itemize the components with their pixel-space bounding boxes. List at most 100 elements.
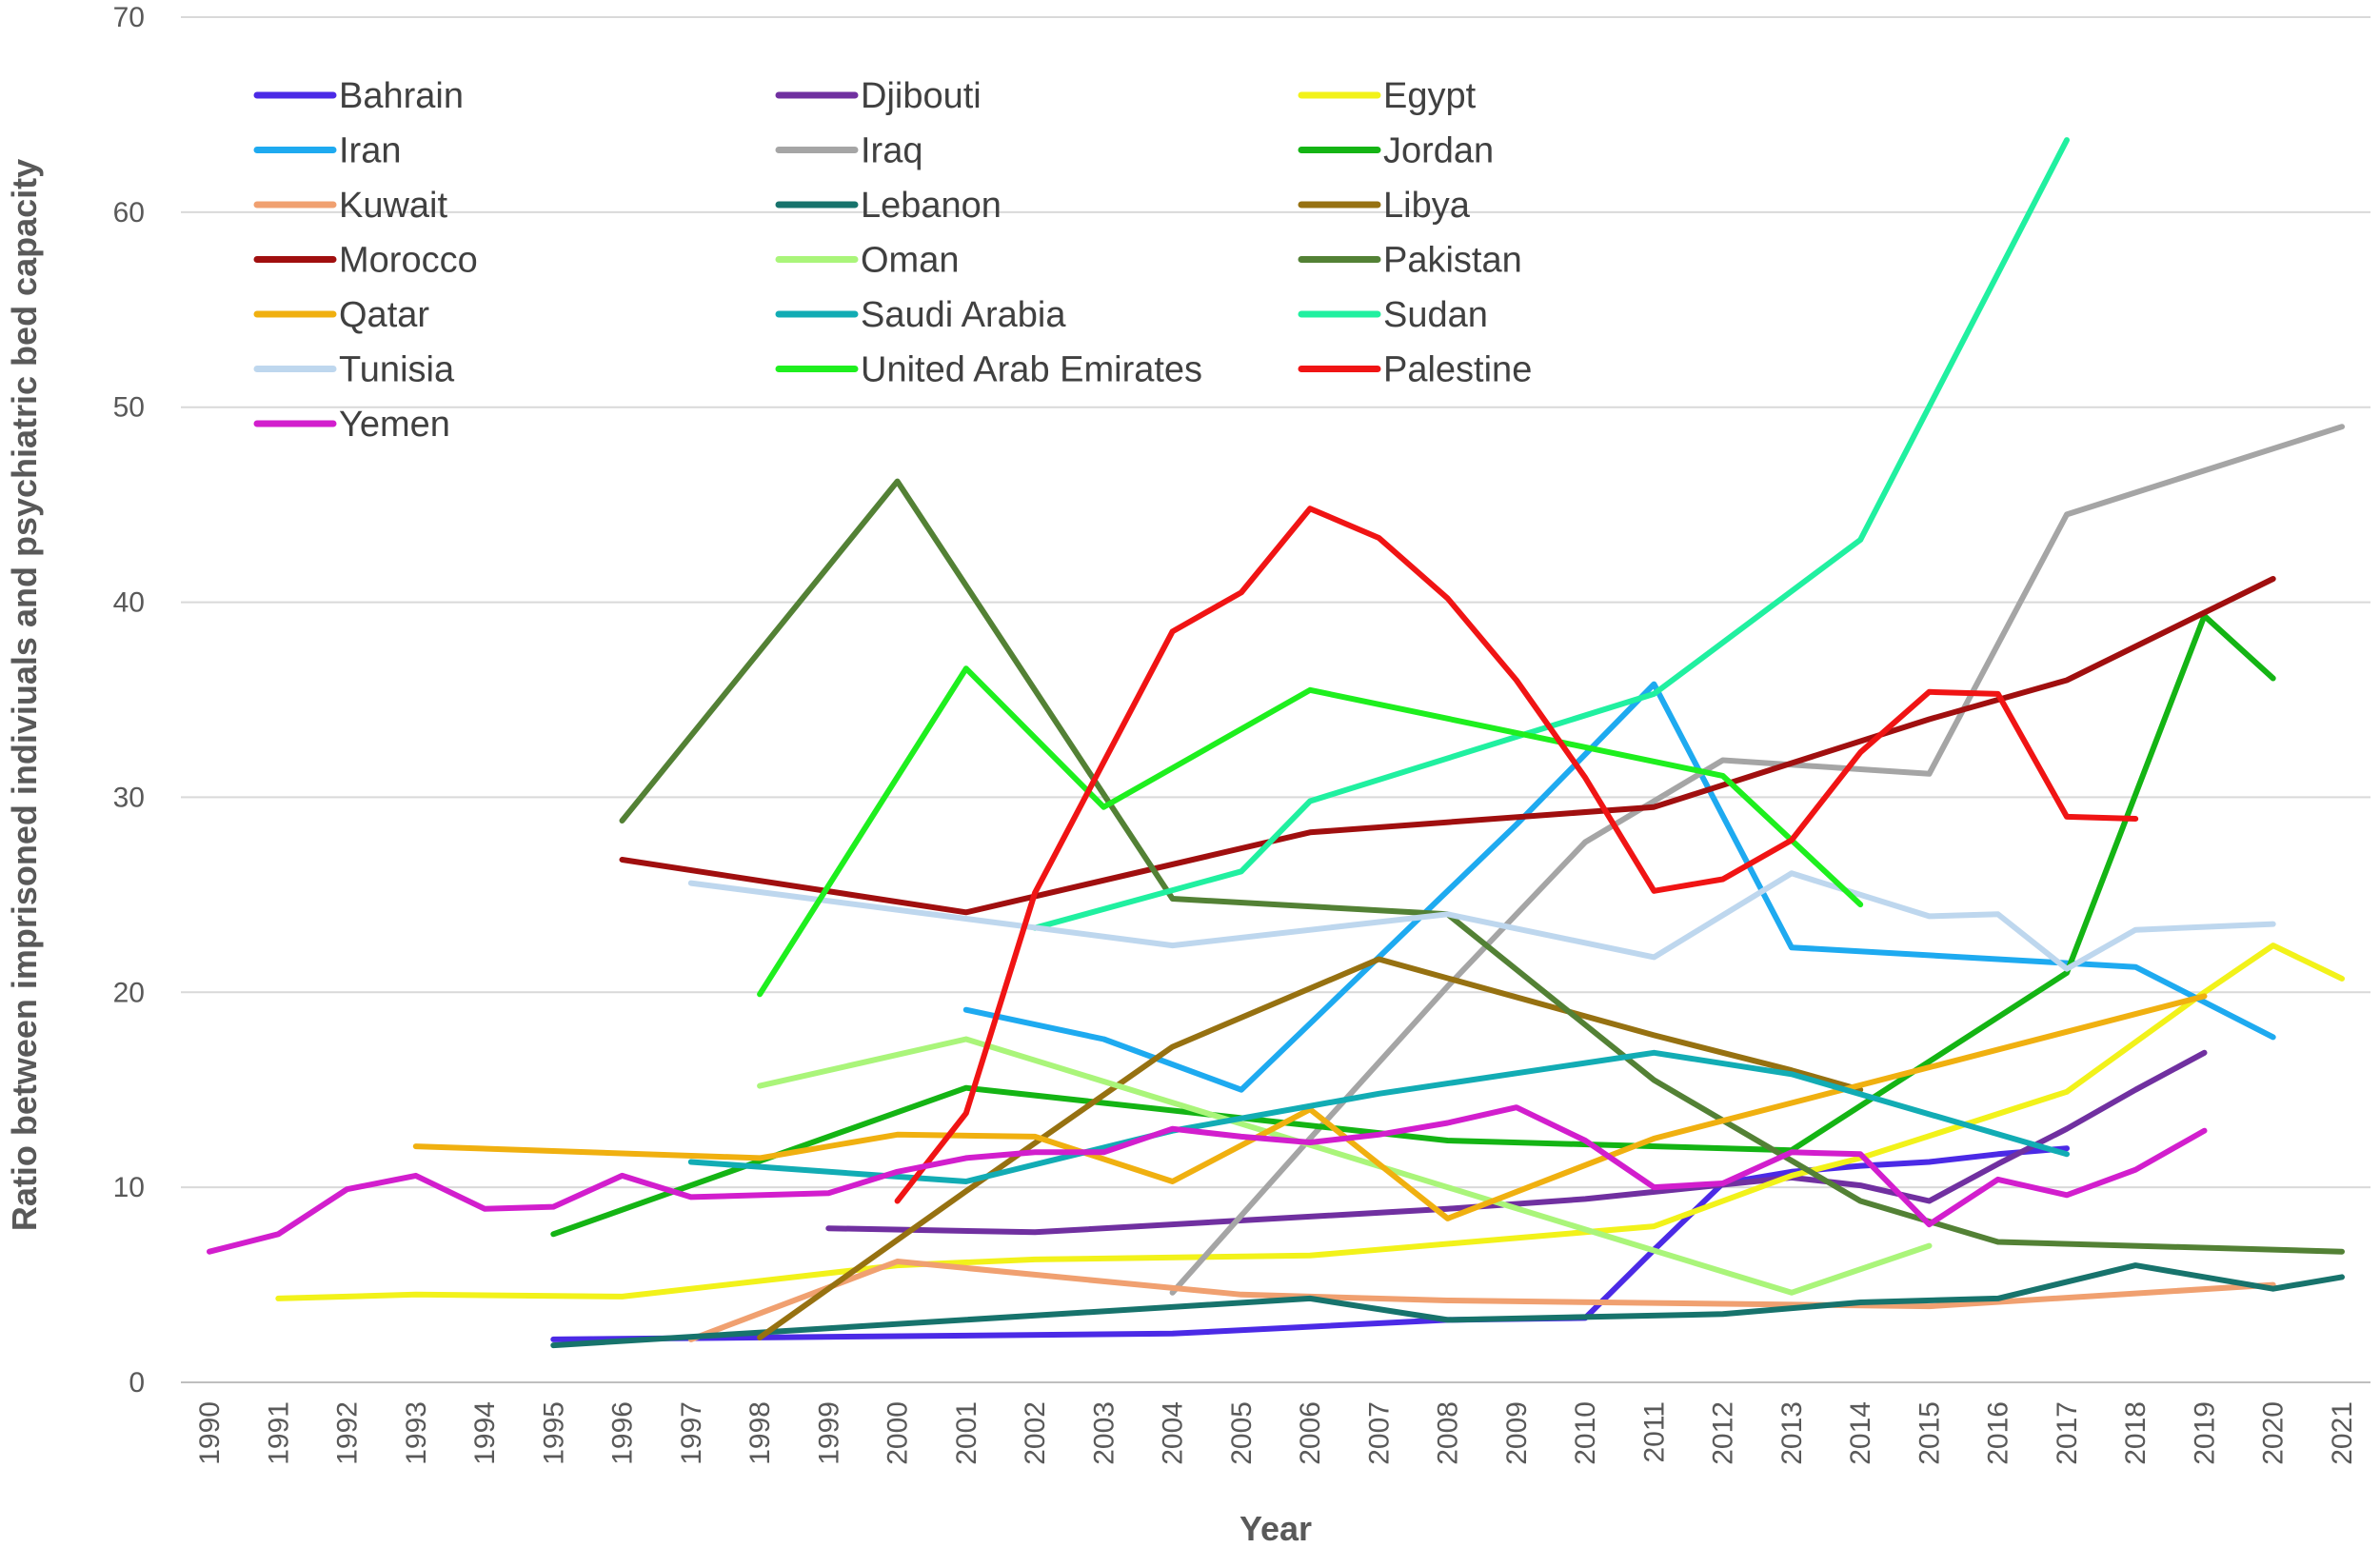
x-tick-label: 2011 xyxy=(1638,1401,1670,1463)
series-line-sudan xyxy=(1032,137,2070,931)
legend-label: United Arab Emirates xyxy=(861,350,1202,390)
legend-label: Tunisia xyxy=(339,350,455,390)
x-tick-label: 2016 xyxy=(1983,1401,2014,1465)
y-tick-label: 10 xyxy=(113,1172,145,1203)
legend-label: Palestine xyxy=(1383,350,1532,390)
legend-label: Sudan xyxy=(1383,295,1488,335)
x-tick-label: 2009 xyxy=(1501,1401,1533,1465)
legend-item-djibouti: Djibouti xyxy=(775,76,982,116)
legend-label: Jordan xyxy=(1383,131,1494,171)
x-tick-label: 2007 xyxy=(1363,1401,1395,1465)
x-tick-label: 2008 xyxy=(1433,1401,1464,1465)
x-tick-label: 2005 xyxy=(1226,1401,1258,1465)
series-line-morocco xyxy=(619,576,2276,916)
x-tick-label: 2013 xyxy=(1776,1401,1808,1465)
series-line-palestine xyxy=(894,506,2139,1204)
x-tick-label: 2021 xyxy=(2327,1401,2358,1465)
legend-item-tunisia: Tunisia xyxy=(253,350,455,390)
legend: Bahrain Djibouti Egypt Iran Iraq Jordan Kuwait… xyxy=(253,76,1532,445)
x-tick-label: 2015 xyxy=(1914,1401,1945,1465)
x-axis-ticks: 1990 1991 1992 1993 1994 1995 1996 1997 1998 1999… xyxy=(194,1401,2358,1465)
legend-label: Pakistan xyxy=(1383,241,1522,281)
x-tick-label: 1992 xyxy=(332,1401,364,1465)
y-axis-ticks: 0 10 20 30 40 50 60 70 xyxy=(113,2,145,1399)
legend-label: Djibouti xyxy=(861,76,982,116)
x-tick-label: 2003 xyxy=(1088,1401,1120,1465)
series-line-saudi-arabia xyxy=(687,1049,2070,1184)
legend-label: Libya xyxy=(1383,186,1471,226)
legend-label: Egypt xyxy=(1383,76,1477,116)
legend-item-palestine: Palestine xyxy=(1298,350,1532,390)
series-line-lebanon xyxy=(550,1262,2345,1349)
x-tick-label: 1991 xyxy=(263,1401,294,1465)
legend-item-libya: Libya xyxy=(1298,186,1471,226)
legend-label: Oman xyxy=(861,241,959,281)
series-line-iran xyxy=(962,681,2276,1093)
y-tick-label: 30 xyxy=(113,782,145,813)
x-tick-label: 1996 xyxy=(607,1401,639,1465)
x-tick-label: 1993 xyxy=(401,1401,432,1465)
series-line-pakistan xyxy=(619,478,2345,1255)
series-line-kuwait xyxy=(687,1259,2276,1342)
x-tick-label: 2018 xyxy=(2120,1401,2152,1465)
legend-item-iraq: Iraq xyxy=(775,131,922,171)
legend-label: Qatar xyxy=(339,295,429,335)
x-tick-label: 2020 xyxy=(2258,1401,2290,1465)
legend-label: Kuwait xyxy=(339,186,447,226)
y-tick-label: 60 xyxy=(113,197,145,228)
y-tick-label: 20 xyxy=(113,977,145,1008)
series-line-yemen xyxy=(207,1104,2208,1255)
series-line-libya xyxy=(757,956,1864,1340)
x-tick-label: 1999 xyxy=(813,1401,844,1465)
series-line-united-arab-emirates xyxy=(757,665,1864,998)
legend-label: Yemen xyxy=(339,405,450,445)
legend-item-yemen: Yemen xyxy=(253,405,450,445)
legend-label: Morocco xyxy=(339,241,478,281)
legend-item-pakistan: Pakistan xyxy=(1298,241,1522,281)
series-line-egypt xyxy=(275,943,2345,1301)
x-axis-title: Year xyxy=(1240,1509,1312,1548)
legend-label: Bahrain xyxy=(339,76,464,116)
x-tick-label: 1997 xyxy=(676,1401,707,1465)
legend-label: Lebanon xyxy=(861,186,1002,226)
x-tick-label: 1995 xyxy=(538,1401,569,1465)
legend-item-lebanon: Lebanon xyxy=(775,186,1002,226)
x-tick-label: 1990 xyxy=(194,1401,226,1465)
x-tick-label: 2012 xyxy=(1708,1401,1739,1465)
legend-item-iran: Iran xyxy=(253,131,401,171)
y-axis-title: Ratio between imprisoned indiviuals and … xyxy=(5,159,44,1231)
gridlines xyxy=(181,16,2370,1383)
x-tick-label: 2006 xyxy=(1295,1401,1326,1465)
x-tick-label: 2010 xyxy=(1570,1401,1601,1465)
legend-label: Saudi Arabia xyxy=(861,295,1066,335)
series-line-qatar xyxy=(412,993,2208,1221)
x-tick-label: 2014 xyxy=(1845,1401,1876,1465)
legend-item-jordan: Jordan xyxy=(1298,131,1494,171)
series-line-oman xyxy=(757,1036,1933,1296)
legend-item-sudan: Sudan xyxy=(1298,295,1488,335)
x-tick-label: 2001 xyxy=(951,1401,982,1465)
legend-item-morocco: Morocco xyxy=(253,241,478,281)
series-line-iraq xyxy=(1169,424,2345,1296)
x-tick-label: 2002 xyxy=(1020,1401,1051,1465)
series-line-djibouti xyxy=(825,1049,2208,1236)
legend-item-bahrain: Bahrain xyxy=(253,76,464,116)
legend-label: Iran xyxy=(339,131,401,171)
y-tick-label: 50 xyxy=(113,392,145,424)
x-tick-label: 1994 xyxy=(469,1401,501,1465)
legend-item-united-arab-emirates: United Arab Emirates xyxy=(775,350,1202,390)
series-line-bahrain xyxy=(550,1145,2070,1342)
x-tick-label: 2019 xyxy=(2189,1401,2220,1465)
y-tick-label: 70 xyxy=(113,2,145,33)
legend-item-qatar: Qatar xyxy=(253,295,429,335)
series-lines xyxy=(207,137,2345,1349)
x-tick-label: 2004 xyxy=(1158,1401,1189,1465)
y-tick-label: 0 xyxy=(129,1367,145,1399)
legend-label: Iraq xyxy=(861,131,922,171)
x-tick-label: 2017 xyxy=(2052,1401,2083,1465)
legend-item-kuwait: Kuwait xyxy=(253,186,447,226)
legend-item-oman: Oman xyxy=(775,241,959,281)
series-line-tunisia xyxy=(687,870,2276,972)
